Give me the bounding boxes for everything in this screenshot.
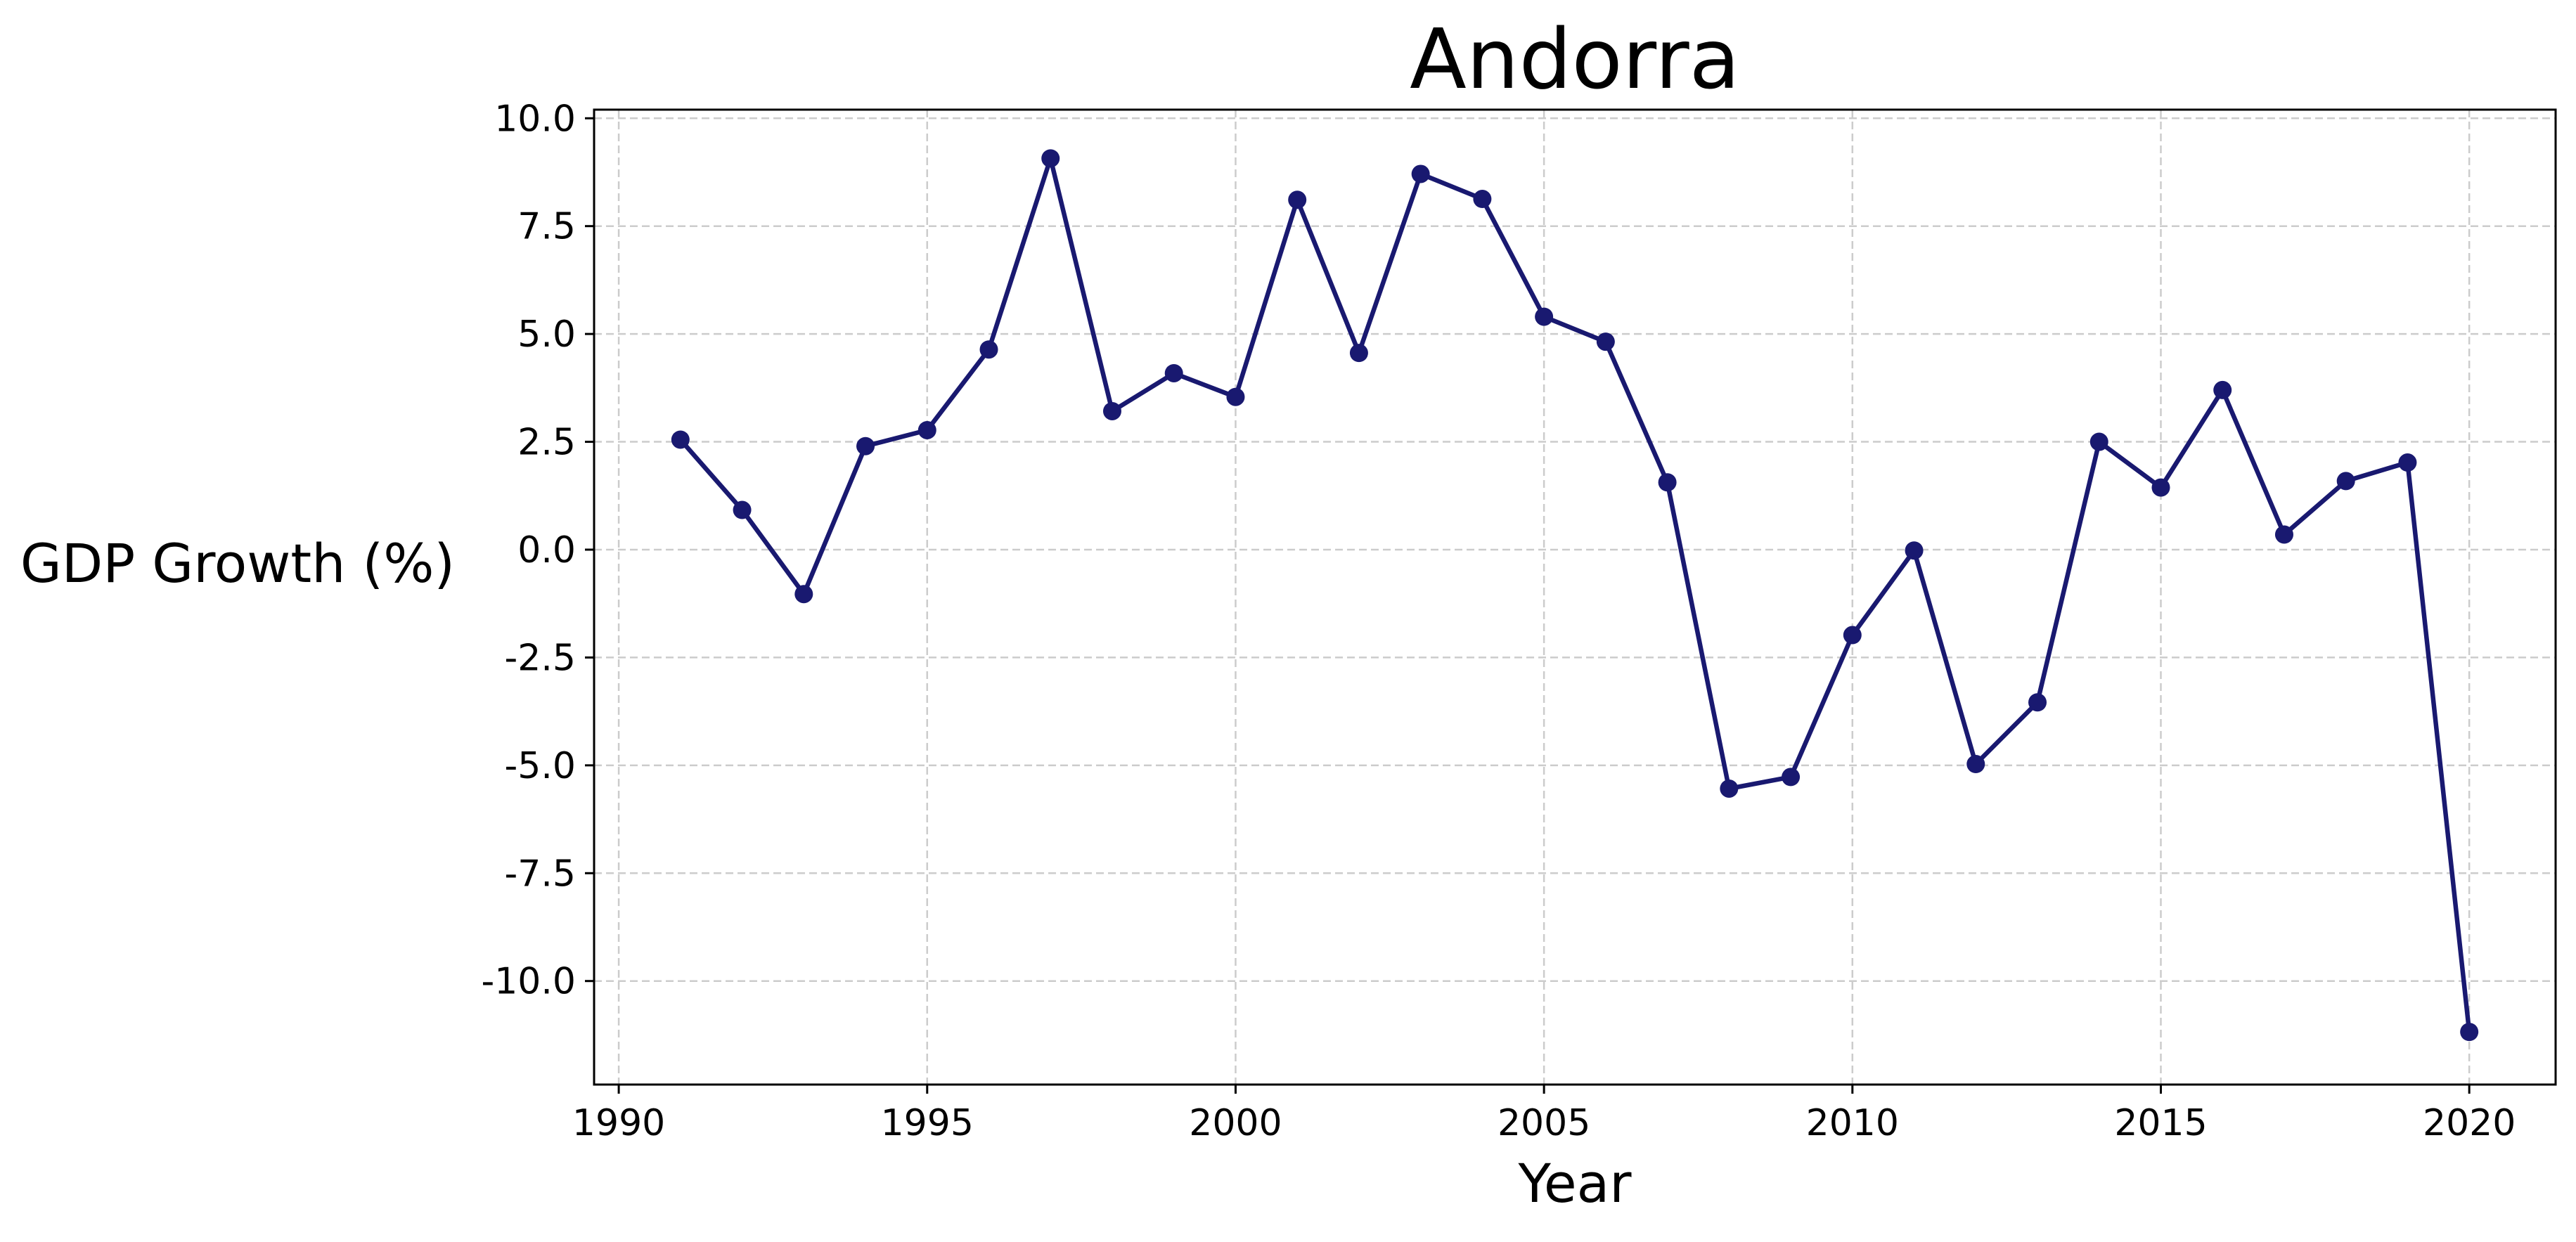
chart-title: Andorra — [1410, 11, 1740, 108]
data-point — [1226, 387, 1245, 406]
y-axis-title: GDP Growth (%) — [20, 532, 455, 595]
data-point — [2398, 453, 2417, 472]
data-point — [1041, 149, 1060, 168]
data-point — [1288, 190, 1307, 209]
data-point — [2336, 472, 2355, 491]
x-tick-label: 1990 — [572, 1102, 665, 1144]
series-line — [678, 156, 2472, 1033]
x-tick-label: 2015 — [2114, 1102, 2207, 1144]
y-tick-label: -10.0 — [481, 961, 576, 1003]
data-point — [1905, 541, 1924, 560]
data-point — [2274, 525, 2293, 544]
data-point — [1843, 626, 1862, 645]
x-tick-label: 2000 — [1189, 1102, 1282, 1144]
x-axis-title: Year — [1518, 1152, 1632, 1215]
data-point — [1164, 363, 1183, 382]
data-point — [1535, 307, 1554, 326]
data-point — [1596, 332, 1615, 351]
data-point — [1473, 190, 1492, 209]
data-point — [733, 500, 752, 519]
series-layer — [671, 149, 2479, 1042]
y-tick-label: 5.0 — [517, 313, 576, 356]
data-point — [2151, 478, 2170, 497]
data-point — [1658, 473, 1677, 492]
x-tick-label: 2005 — [1498, 1102, 1590, 1144]
data-point — [2089, 432, 2108, 451]
y-tick-label: 7.5 — [517, 206, 576, 248]
plot-area-frame — [593, 108, 2557, 1086]
data-point — [979, 340, 998, 359]
data-point — [1966, 755, 1985, 774]
data-point — [856, 436, 875, 455]
data-point — [1720, 779, 1739, 798]
data-point — [1102, 401, 1121, 420]
x-tick-label: 2010 — [1806, 1102, 1899, 1144]
data-point — [1782, 768, 1801, 787]
y-axis: -10.0 -7.5 -5.0 -2.5 0.0 2.5 5.0 7.5 10.0 — [481, 98, 594, 1003]
y-tick-label: 0.0 — [517, 529, 576, 571]
y-tick-label: 2.5 — [517, 422, 576, 464]
data-point — [917, 420, 936, 439]
y-tick-label: -2.5 — [505, 637, 576, 679]
data-point — [1411, 164, 1430, 183]
y-tick-label: 10.0 — [494, 98, 576, 140]
data-point — [2460, 1023, 2479, 1042]
grid-layer — [594, 110, 2556, 1085]
y-tick-label: -5.0 — [505, 745, 576, 787]
data-point — [671, 430, 690, 449]
data-point — [2213, 380, 2232, 399]
data-point — [794, 585, 813, 604]
data-point — [2028, 693, 2047, 712]
x-axis: 1990 1995 2000 2005 2010 2015 2020 — [572, 1085, 2516, 1144]
data-point — [1349, 344, 1368, 363]
x-tick-label: 1995 — [881, 1102, 974, 1144]
y-tick-label: -7.5 — [505, 853, 576, 895]
x-tick-label: 2020 — [2423, 1102, 2516, 1144]
